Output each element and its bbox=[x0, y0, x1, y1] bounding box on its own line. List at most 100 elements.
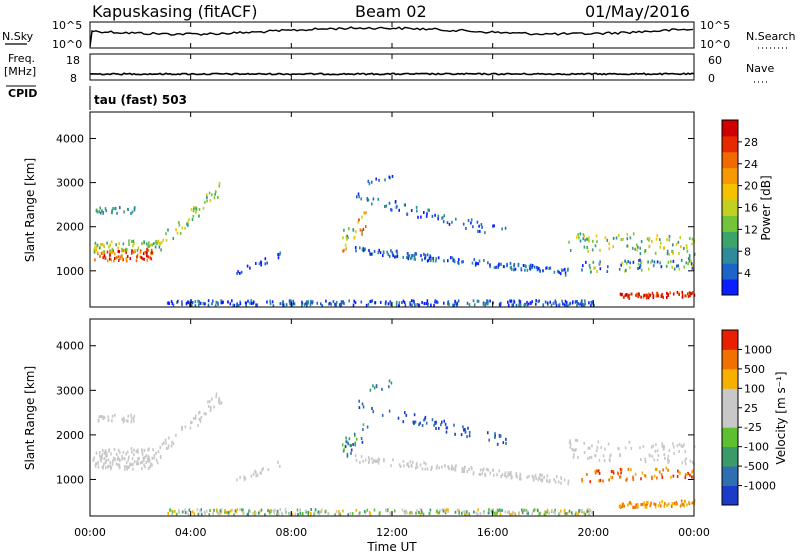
scatter-cell bbox=[480, 223, 483, 227]
scatter-cell bbox=[637, 294, 640, 298]
scatter-cell bbox=[676, 444, 679, 448]
scatter-cell bbox=[194, 416, 197, 420]
scatter-cell bbox=[651, 454, 654, 458]
scatter-cell bbox=[269, 302, 272, 306]
scatter-cell bbox=[100, 243, 102, 247]
scatter-cell bbox=[509, 472, 511, 476]
scatter-cell bbox=[126, 450, 129, 454]
scatter-cell bbox=[438, 466, 441, 470]
scatter-cell bbox=[542, 269, 544, 273]
scatter-cell bbox=[114, 206, 117, 210]
scatter-cell bbox=[320, 509, 322, 513]
scatter-cell bbox=[688, 500, 690, 504]
x-tick-label: 04:00 bbox=[175, 526, 207, 539]
scatter-cell bbox=[220, 299, 223, 303]
scatter-cell bbox=[346, 454, 349, 458]
scatter-cell bbox=[519, 303, 522, 307]
scatter-cell bbox=[141, 460, 143, 464]
scatter-cell bbox=[475, 511, 477, 515]
scatter-cell bbox=[454, 465, 456, 469]
scatter-cell bbox=[268, 511, 271, 515]
scatter-cell bbox=[260, 508, 263, 512]
scatter-cell bbox=[355, 508, 358, 512]
scatter-cell bbox=[475, 261, 478, 265]
scatter-cell bbox=[558, 270, 560, 274]
scatter-cell bbox=[249, 509, 251, 513]
scatter-cell bbox=[112, 207, 114, 210]
scatter-cell bbox=[242, 510, 245, 514]
scatter-cell bbox=[482, 511, 485, 515]
scatter-cell bbox=[652, 444, 654, 448]
scatter-cell bbox=[525, 508, 527, 512]
scatter-cell bbox=[423, 252, 425, 256]
scatter-cell bbox=[434, 299, 437, 303]
scatter-cell bbox=[446, 221, 449, 225]
scatter-cell bbox=[677, 240, 680, 244]
scatter-cell bbox=[249, 266, 251, 270]
scatter-cell bbox=[673, 451, 675, 455]
scatter-cell bbox=[100, 455, 102, 459]
scatter-cell bbox=[361, 232, 363, 236]
scatter-cell bbox=[683, 246, 685, 250]
scatter-cell bbox=[411, 256, 413, 260]
scatter-cell bbox=[686, 503, 688, 507]
scatter-cell bbox=[396, 252, 399, 255]
scatter-cell bbox=[629, 236, 632, 240]
scatter-cell bbox=[123, 210, 125, 214]
scatter-cell bbox=[557, 269, 559, 273]
scatter-cell bbox=[404, 411, 406, 415]
scatter-cell bbox=[464, 430, 467, 434]
scatter-cell bbox=[145, 460, 148, 464]
scatter-cell bbox=[172, 303, 175, 307]
scatter-cell bbox=[431, 214, 434, 218]
scatter-cell bbox=[113, 448, 116, 451]
scatter-cell bbox=[487, 511, 490, 515]
scatter-cell bbox=[599, 248, 601, 252]
scatter-cell bbox=[537, 509, 539, 513]
scatter-cell bbox=[355, 458, 358, 462]
scatter-cell bbox=[500, 475, 502, 478]
scatter-cell bbox=[558, 303, 561, 307]
scatter-cell bbox=[387, 252, 389, 256]
scatter-cell bbox=[443, 301, 445, 305]
scatter-cell bbox=[256, 473, 258, 477]
scatter-cell bbox=[105, 451, 108, 455]
scatter-cell bbox=[485, 302, 487, 306]
scatter-cell bbox=[612, 236, 615, 240]
scatter-cell bbox=[133, 448, 135, 452]
scatter-cell bbox=[405, 413, 408, 417]
scatter-cell bbox=[472, 225, 474, 229]
scatter-cell bbox=[636, 294, 639, 298]
scatter-cell bbox=[512, 510, 514, 514]
scatter-cell bbox=[501, 473, 504, 477]
scatter-cell bbox=[106, 250, 109, 254]
scatter-cell bbox=[520, 267, 522, 271]
scatter-cell bbox=[691, 242, 693, 246]
scatter-cell bbox=[454, 299, 456, 303]
scatter-cell bbox=[466, 512, 468, 516]
scatter-cell bbox=[371, 202, 373, 206]
scatter-cell bbox=[430, 303, 432, 307]
scatter-cell bbox=[296, 508, 299, 512]
scatter-cell bbox=[197, 512, 200, 516]
x-tick-label: 08:00 bbox=[275, 526, 307, 539]
scatter-cell bbox=[118, 463, 121, 467]
scatter-cell bbox=[361, 229, 363, 233]
scatter-cell bbox=[612, 471, 615, 475]
scatter-cell bbox=[687, 295, 690, 298]
scatter-cell bbox=[164, 438, 167, 442]
scatter-cell bbox=[106, 454, 108, 458]
scatter-cell bbox=[576, 439, 579, 443]
scatter-cell bbox=[567, 304, 569, 308]
scatter-cell bbox=[157, 239, 160, 243]
scatter-cell bbox=[430, 468, 433, 471]
scatter-cell bbox=[643, 503, 646, 507]
scatter-cell bbox=[667, 454, 670, 458]
scatter-cell bbox=[292, 301, 295, 305]
scatter-cell bbox=[349, 443, 351, 447]
scatter-cell bbox=[130, 212, 132, 215]
scatter-cell bbox=[373, 249, 376, 253]
scatter-cell bbox=[526, 509, 528, 513]
scatter-cell bbox=[143, 241, 145, 245]
scatter-cell bbox=[125, 251, 127, 255]
